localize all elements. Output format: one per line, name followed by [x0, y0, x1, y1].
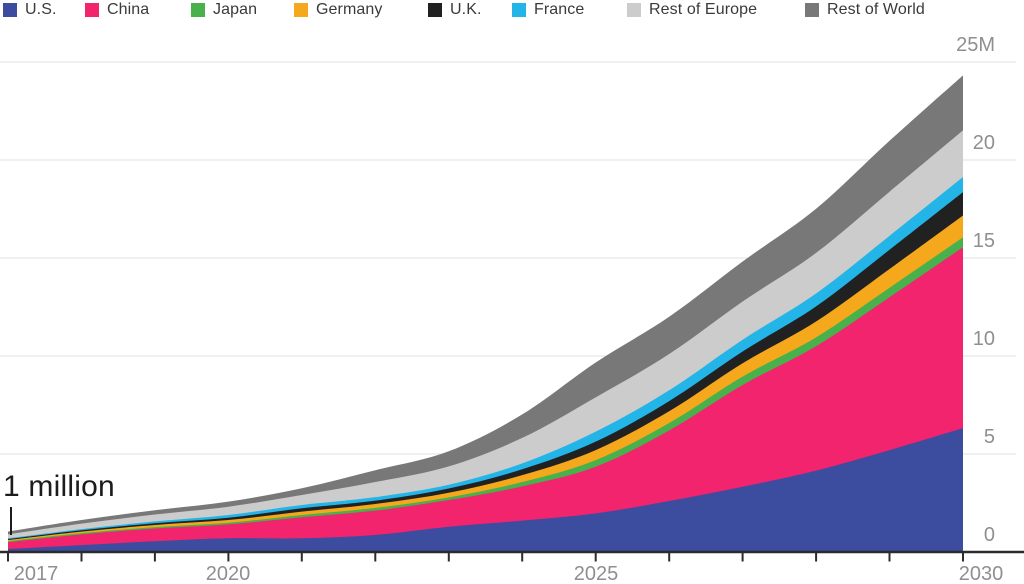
x-axis-label: 2025 — [573, 563, 619, 584]
legend-swatch-icon — [3, 3, 17, 17]
legend-label: France — [534, 1, 585, 18]
legend-swatch-icon — [512, 3, 526, 17]
y-axis-label: 10 — [972, 328, 995, 350]
legend-item-rest-of-europe: Rest of Europe — [627, 1, 758, 18]
legend-swatch-icon — [294, 3, 308, 17]
x-axis-label: 2020 — [205, 563, 251, 584]
y-axis-label: 25M — [956, 34, 995, 56]
legend-swatch-icon — [627, 3, 641, 17]
area-china — [8, 247, 963, 552]
annotation-pointer-line — [10, 507, 12, 535]
y-axis-label: 20 — [972, 132, 995, 154]
legend-label: China — [107, 1, 150, 18]
legend-item-japan: Japan — [191, 1, 258, 18]
legend-item-rest-of-world: Rest of World — [805, 1, 925, 18]
x-axis-label: 2030 — [958, 563, 1004, 584]
legend-label: U.S. — [25, 1, 57, 18]
legend-item-germany: Germany — [294, 1, 383, 18]
legend-item-u-k-: U.K. — [428, 1, 482, 18]
legend-swatch-icon — [428, 3, 442, 17]
legend-label: Japan — [213, 1, 258, 18]
y-axis-label: 15 — [972, 230, 995, 252]
area-u-s- — [8, 428, 963, 552]
legend-item-china: China — [85, 1, 150, 18]
legend-label: U.K. — [450, 1, 482, 18]
legend-swatch-icon — [191, 3, 205, 17]
annotation-1-million: 1 million — [3, 470, 115, 503]
legend-label: Germany — [316, 1, 383, 18]
legend-swatch-icon — [805, 3, 819, 17]
legend-item-france: France — [512, 1, 585, 18]
legend-label: Rest of Europe — [649, 1, 758, 18]
x-axis-label: 2017 — [13, 563, 59, 584]
legend-item-u-s-: U.S. — [3, 1, 57, 18]
y-axis-label: 5 — [983, 426, 995, 448]
legend-swatch-icon — [85, 3, 99, 17]
y-axis-label: 0 — [983, 524, 995, 546]
legend-label: Rest of World — [827, 1, 925, 18]
